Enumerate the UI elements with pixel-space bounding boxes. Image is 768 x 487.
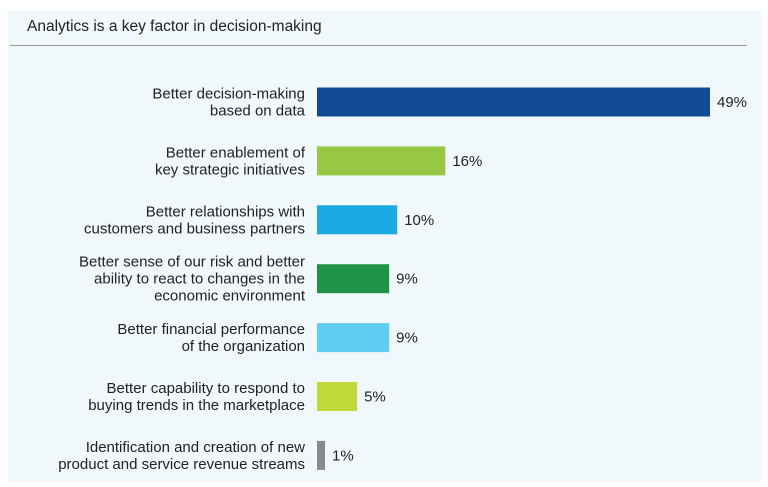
category-label: Better decision-making based on data — [152, 86, 305, 120]
title-divider — [10, 45, 747, 46]
data-label: 5% — [364, 389, 386, 406]
data-label: 1% — [332, 447, 354, 464]
data-label: 9% — [396, 330, 418, 347]
data-label: 9% — [396, 271, 418, 288]
bar — [317, 205, 398, 235]
bar — [317, 440, 326, 470]
chart-title: Analytics is a key factor in decision-ma… — [27, 18, 322, 35]
data-label: 16% — [452, 153, 482, 170]
bar — [317, 146, 446, 176]
bar — [317, 87, 710, 117]
data-label: 49% — [717, 94, 747, 111]
category-label: Better relationships with customers and b… — [84, 203, 305, 237]
bar — [317, 264, 390, 294]
bar — [317, 323, 390, 353]
data-label: 10% — [404, 212, 434, 229]
bar — [317, 382, 358, 411]
category-label: Better financial performance of the organ… — [117, 321, 305, 355]
category-label: Identification and creation of new produc… — [58, 439, 305, 473]
category-label: Better enablement of key strategic initia… — [155, 144, 306, 178]
category-label: Better sense of our risk and better abili… — [79, 254, 306, 305]
category-label: Better capability to respond to buying tr… — [88, 380, 305, 414]
